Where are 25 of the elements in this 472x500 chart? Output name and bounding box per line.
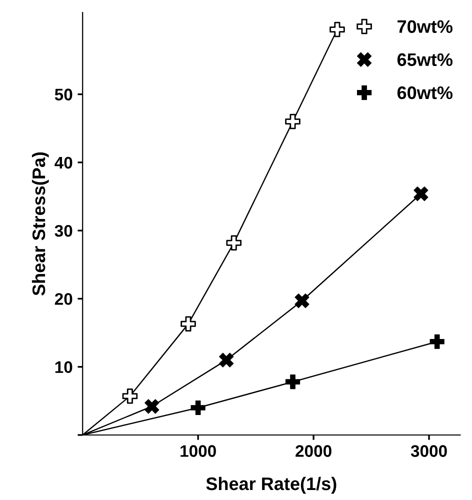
legend-label: 70wt% bbox=[398, 20, 453, 33]
point bbox=[190, 400, 206, 416]
x-tick-label: 1000 bbox=[180, 445, 216, 457]
point bbox=[294, 293, 310, 308]
y-tick-label: 20 bbox=[54, 293, 72, 305]
point bbox=[219, 352, 234, 368]
point bbox=[144, 399, 160, 414]
point bbox=[285, 374, 300, 390]
legend-label: 60wt% bbox=[397, 86, 453, 100]
point bbox=[414, 186, 428, 202]
y-tick-label: 10 bbox=[55, 361, 72, 374]
point bbox=[285, 114, 300, 130]
y-tick-label: 50 bbox=[54, 88, 72, 100]
x-tick-label: 3000 bbox=[410, 445, 447, 457]
point bbox=[330, 22, 345, 38]
y-tick-label: 40 bbox=[54, 156, 72, 169]
legend-label: 65wt% bbox=[397, 53, 453, 66]
point bbox=[226, 235, 242, 250]
x-axis-title: Shear Rate(1/s) bbox=[206, 476, 336, 494]
point bbox=[430, 334, 444, 349]
y-tick-label: 30 bbox=[54, 224, 72, 237]
point bbox=[122, 388, 138, 404]
point bbox=[180, 316, 196, 332]
y-axis-title: Shear Stress(Pa) bbox=[32, 152, 49, 296]
x-tick-label: 2000 bbox=[296, 445, 332, 457]
